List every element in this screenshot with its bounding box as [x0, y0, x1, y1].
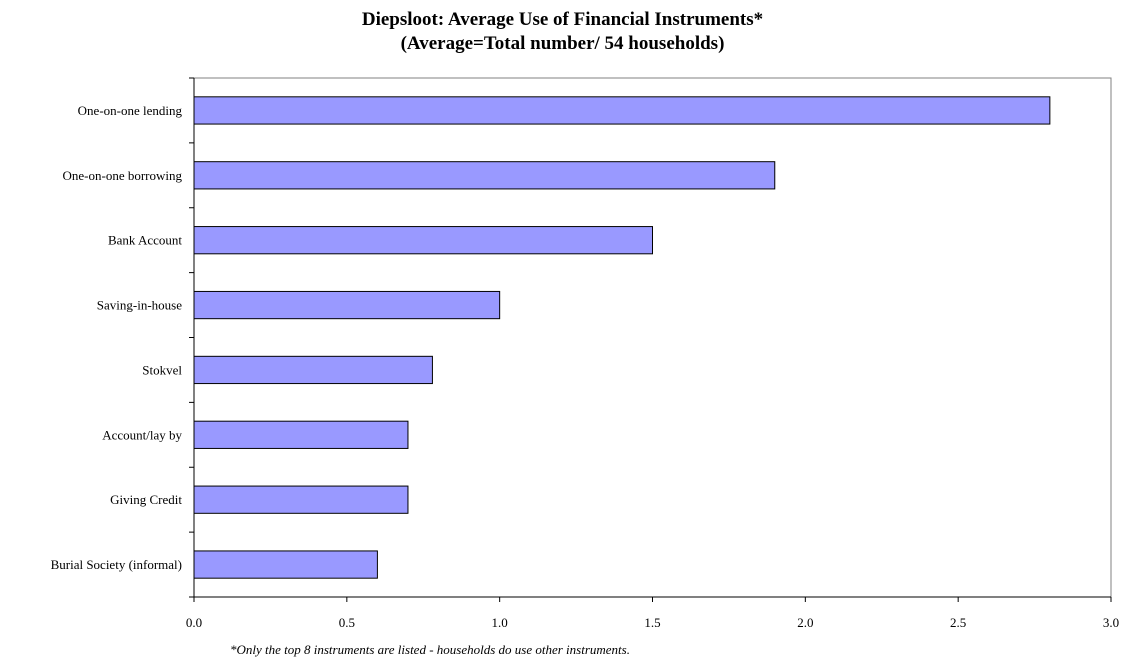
- chart-title: Diepsloot: Average Use of Financial Inst…: [0, 8, 1125, 56]
- category-label: Burial Society (informal): [51, 557, 182, 572]
- bar: [193, 290, 501, 320]
- bar: [193, 96, 1051, 125]
- x-tick-label: 2.0: [797, 615, 813, 630]
- category-label: Account/lay by: [102, 427, 182, 442]
- category-label: Bank Account: [108, 233, 182, 248]
- labels: One-on-one lending One-on-one borrowing Ba…: [51, 103, 1120, 630]
- bar: [193, 550, 378, 579]
- footnote: *Only the top 8 instruments are listed -…: [230, 642, 630, 657]
- category-label: One-on-one borrowing: [63, 168, 183, 183]
- category-label: One-on-one lending: [78, 103, 183, 118]
- bar: [193, 485, 409, 514]
- axes: [189, 77, 1112, 602]
- x-tick-label: 0.0: [186, 615, 202, 630]
- bar: [193, 355, 433, 385]
- chart-subtitle: (Average=Total number/ 54 households): [400, 33, 725, 54]
- category-label: Giving Credit: [110, 492, 182, 507]
- x-tick-label: 1.5: [644, 615, 660, 630]
- x-tick-label: 1.0: [492, 615, 508, 630]
- bars: [193, 96, 1051, 579]
- bar: [193, 226, 653, 255]
- plot-area: [193, 77, 1112, 598]
- category-label: Saving-in-house: [97, 298, 182, 313]
- category-label: Stokvel: [142, 362, 182, 377]
- bar: [193, 420, 409, 449]
- bar: [193, 161, 776, 190]
- x-tick-label: 0.5: [339, 615, 355, 630]
- x-tick-label: 3.0: [1103, 615, 1119, 630]
- x-tick-label: 2.5: [950, 615, 966, 630]
- chart-title-line-1: Diepsloot: Average Use of Financial Inst…: [361, 9, 764, 30]
